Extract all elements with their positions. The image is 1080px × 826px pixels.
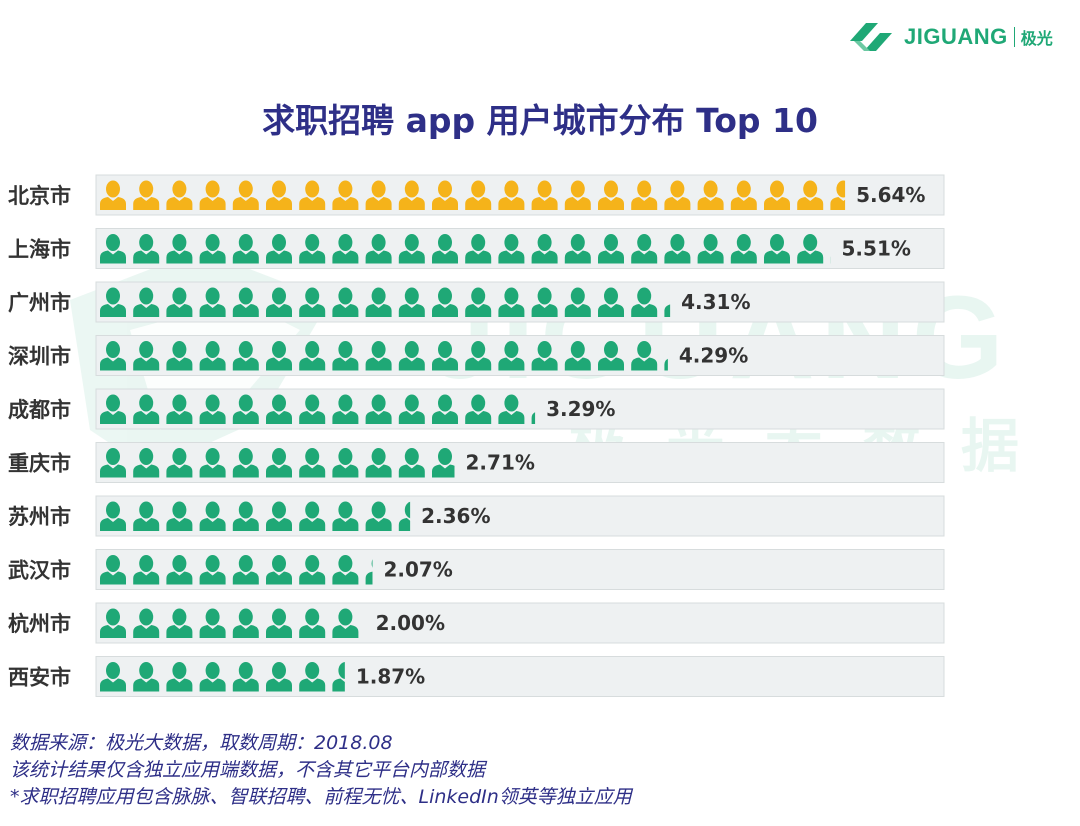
bar-value [100, 180, 846, 210]
value-label: 2.00% [376, 611, 445, 635]
value-label: 2.36% [421, 504, 490, 528]
category-label: 武汉市 [8, 559, 71, 583]
footer-source: 数据来源：极光大数据，取数周期：2018.08 [10, 732, 393, 754]
brand-separator [1013, 27, 1015, 47]
value-label: 5.64% [856, 183, 925, 207]
chart-title: 求职招聘 app 用户城市分布 Top 10 [262, 101, 818, 140]
bar-row: 北京市 5.64% [8, 174, 945, 216]
bar-row: 杭州市 2.00% [8, 602, 945, 644]
category-label: 北京市 [8, 184, 71, 208]
value-label: 3.29% [546, 397, 615, 421]
bar-row: 武汉市 2.07% [8, 549, 945, 590]
value-label: 2.07% [383, 558, 452, 582]
category-label: 深圳市 [8, 345, 71, 369]
bar-value [100, 234, 831, 264]
category-label: 成都市 [8, 398, 71, 422]
bar-row: 苏州市 2.36% [8, 495, 945, 537]
bar-row: 成都市 3.29% [8, 388, 945, 430]
footer-footnote: *求职招聘应用包含脉脉、智联招聘、前程无忧、LinkedIn领英等独立应用 [10, 786, 632, 808]
bar-row: 西安市 1.87% [8, 656, 945, 697]
jiguang-logo-icon [850, 23, 892, 51]
footer-note: 该统计结果仅含独立应用端数据，不含其它平台内部数据 [10, 759, 486, 781]
category-label: 苏州市 [8, 505, 71, 529]
brand-name: JIGUANG [904, 24, 1008, 49]
value-label: 5.51% [842, 237, 911, 261]
category-label: 西安市 [8, 666, 71, 690]
value-label: 2.71% [466, 451, 535, 475]
bar-value [100, 555, 373, 585]
bar-row: 广州市 4.31% [8, 281, 945, 323]
category-label: 广州市 [8, 291, 71, 315]
bar-row: 重庆市 2.71% [8, 442, 945, 483]
brand-name-cn: 极光 [1020, 29, 1053, 48]
brand-logo: JIGUANG 极光 [846, 14, 1053, 60]
category-label: 上海市 [8, 238, 71, 262]
value-label: 1.87% [356, 665, 425, 689]
category-label: 重庆市 [8, 452, 71, 476]
value-label: 4.29% [679, 344, 748, 368]
value-label: 4.31% [681, 290, 750, 314]
bar-row: 上海市 5.51% [8, 228, 945, 269]
category-label: 杭州市 [8, 612, 71, 636]
bar-row: 深圳市 4.29% [8, 335, 945, 376]
